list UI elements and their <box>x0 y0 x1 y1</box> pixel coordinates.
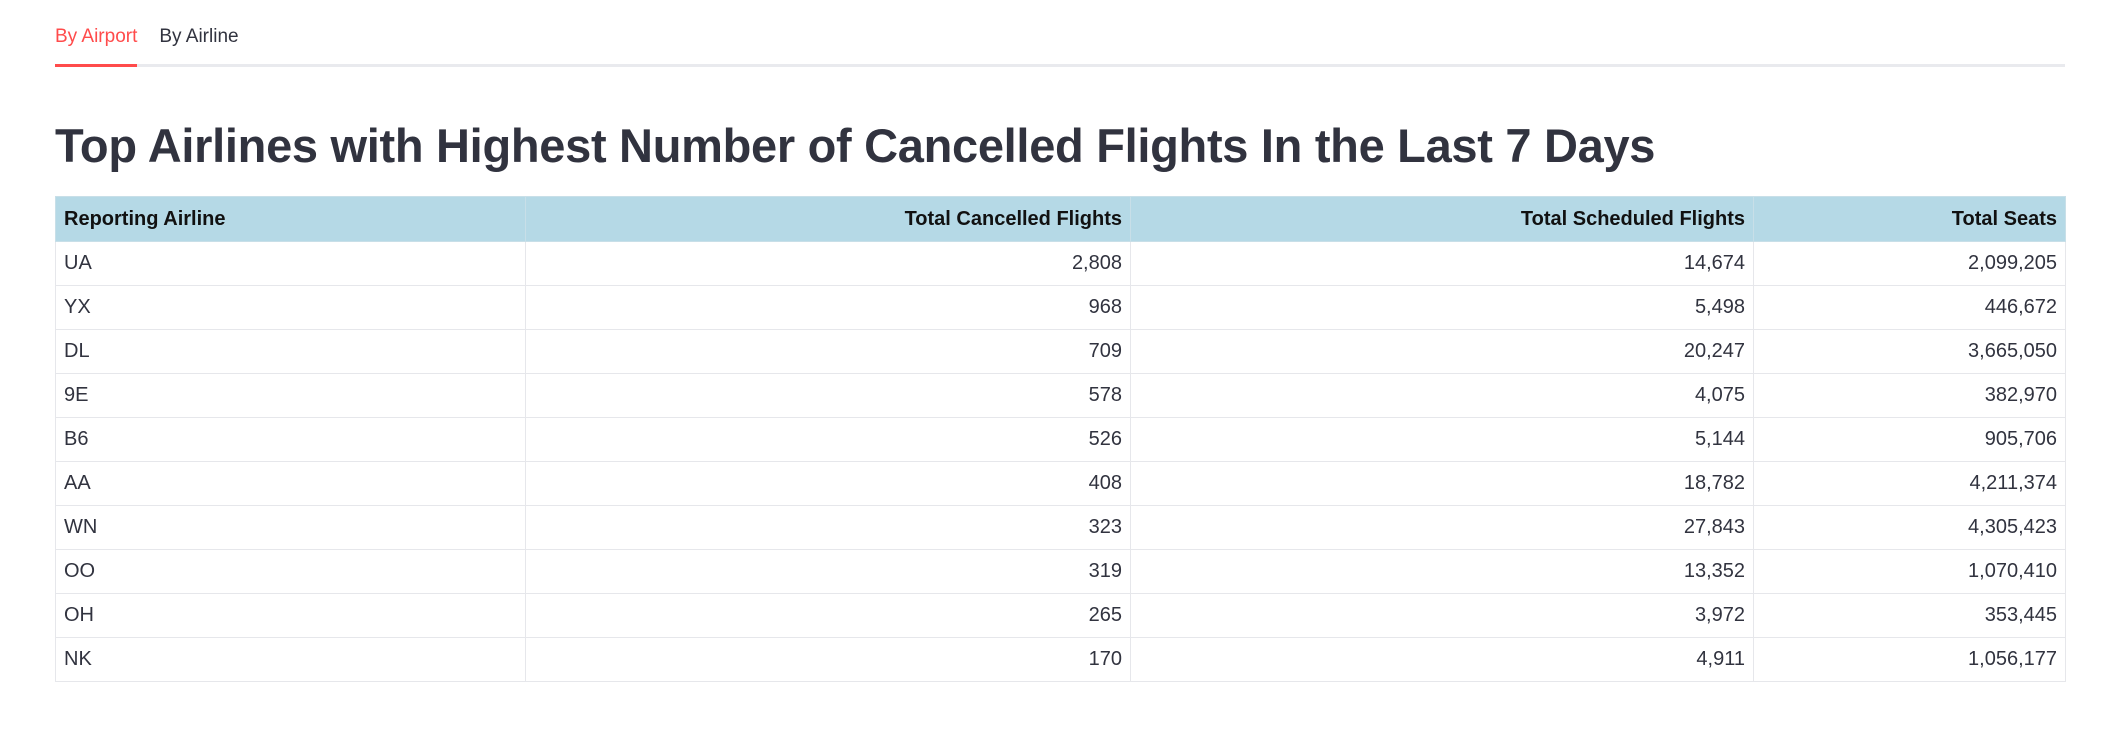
cell-cancelled: 265 <box>525 593 1131 638</box>
tab-bar: By Airport By Airline <box>55 0 2065 67</box>
table-row: UA 2,808 14,674 2,099,205 <box>55 241 2066 286</box>
column-header-total-scheduled-flights[interactable]: Total Scheduled Flights <box>1130 196 1754 242</box>
column-header-total-seats[interactable]: Total Seats <box>1753 196 2066 242</box>
main-container: By Airport By Airline Top Airlines with … <box>55 0 2066 682</box>
cell-scheduled: 18,782 <box>1130 461 1754 506</box>
column-header-reporting-airline[interactable]: Reporting Airline <box>55 196 526 242</box>
tab-by-airline[interactable]: By Airline <box>159 26 239 47</box>
cell-seats: 905,706 <box>1753 417 2066 462</box>
cell-airline: YX <box>55 285 526 330</box>
cell-airline: DL <box>55 329 526 374</box>
cell-cancelled: 319 <box>525 549 1131 594</box>
cell-airline: 9E <box>55 373 526 418</box>
cell-scheduled: 4,075 <box>1130 373 1754 418</box>
cell-seats: 446,672 <box>1753 285 2066 330</box>
table-row: 9E 578 4,075 382,970 <box>55 373 2066 418</box>
table-row: OO 319 13,352 1,070,410 <box>55 549 2066 594</box>
cell-scheduled: 13,352 <box>1130 549 1754 594</box>
cell-airline: NK <box>55 637 526 682</box>
cancelled-flights-table: Reporting Airline Total Cancelled Flight… <box>55 196 2066 682</box>
cell-seats: 4,211,374 <box>1753 461 2066 506</box>
cell-seats: 1,070,410 <box>1753 549 2066 594</box>
cell-scheduled: 20,247 <box>1130 329 1754 374</box>
cell-scheduled: 27,843 <box>1130 505 1754 550</box>
column-header-total-cancelled-flights[interactable]: Total Cancelled Flights <box>525 196 1131 242</box>
cell-airline: B6 <box>55 417 526 462</box>
cell-cancelled: 408 <box>525 461 1131 506</box>
cell-cancelled: 2,808 <box>525 241 1131 286</box>
cell-scheduled: 5,498 <box>1130 285 1754 330</box>
cell-seats: 353,445 <box>1753 593 2066 638</box>
cell-cancelled: 578 <box>525 373 1131 418</box>
cell-seats: 3,665,050 <box>1753 329 2066 374</box>
cell-seats: 1,056,177 <box>1753 637 2066 682</box>
cell-seats: 2,099,205 <box>1753 241 2066 286</box>
tab-by-airport[interactable]: By Airport <box>55 26 138 67</box>
table-row: B6 526 5,144 905,706 <box>55 417 2066 462</box>
table-row: AA 408 18,782 4,211,374 <box>55 461 2066 506</box>
cell-scheduled: 4,911 <box>1130 637 1754 682</box>
cell-airline: UA <box>55 241 526 286</box>
table-row: WN 323 27,843 4,305,423 <box>55 505 2066 550</box>
table-row: OH 265 3,972 353,445 <box>55 593 2066 638</box>
cell-seats: 4,305,423 <box>1753 505 2066 550</box>
table-header-row: Reporting Airline Total Cancelled Flight… <box>55 196 2066 242</box>
cell-cancelled: 323 <box>525 505 1131 550</box>
cell-cancelled: 968 <box>525 285 1131 330</box>
cell-airline: OO <box>55 549 526 594</box>
cell-scheduled: 14,674 <box>1130 241 1754 286</box>
table-row: YX 968 5,498 446,672 <box>55 285 2066 330</box>
cell-airline: WN <box>55 505 526 550</box>
cell-seats: 382,970 <box>1753 373 2066 418</box>
cell-cancelled: 709 <box>525 329 1131 374</box>
cell-cancelled: 526 <box>525 417 1131 462</box>
cell-airline: AA <box>55 461 526 506</box>
cell-scheduled: 5,144 <box>1130 417 1754 462</box>
cell-airline: OH <box>55 593 526 638</box>
table-row: NK 170 4,911 1,056,177 <box>55 637 2066 682</box>
table-row: DL 709 20,247 3,665,050 <box>55 329 2066 374</box>
page-title: Top Airlines with Highest Number of Canc… <box>55 119 1656 172</box>
cell-cancelled: 170 <box>525 637 1131 682</box>
cell-scheduled: 3,972 <box>1130 593 1754 638</box>
